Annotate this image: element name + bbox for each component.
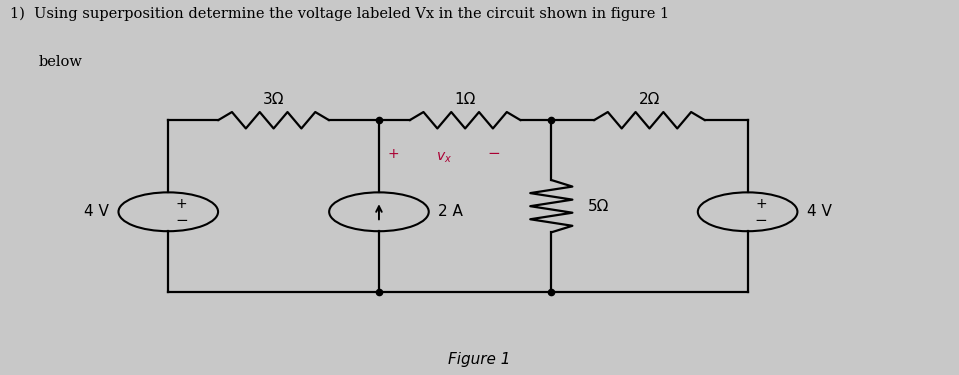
Text: below: below (39, 55, 82, 69)
Text: +: + (756, 196, 767, 211)
Text: +: + (387, 147, 399, 161)
Text: +: + (175, 196, 188, 211)
Text: 5Ω: 5Ω (588, 199, 609, 214)
Text: $v_x$: $v_x$ (436, 150, 452, 165)
Text: 3Ω: 3Ω (263, 92, 285, 107)
Text: 4 V: 4 V (84, 204, 109, 219)
Text: 2Ω: 2Ω (639, 92, 660, 107)
Text: −: − (487, 146, 501, 161)
Text: 1)  Using superposition determine the voltage labeled Vx in the circuit shown in: 1) Using superposition determine the vol… (11, 6, 669, 21)
Text: −: − (755, 213, 767, 228)
Text: −: − (175, 213, 188, 228)
Text: 2 A: 2 A (438, 204, 463, 219)
Text: 1Ω: 1Ω (455, 92, 476, 107)
Text: 4 V: 4 V (807, 204, 831, 219)
Text: Figure 1: Figure 1 (448, 352, 511, 367)
